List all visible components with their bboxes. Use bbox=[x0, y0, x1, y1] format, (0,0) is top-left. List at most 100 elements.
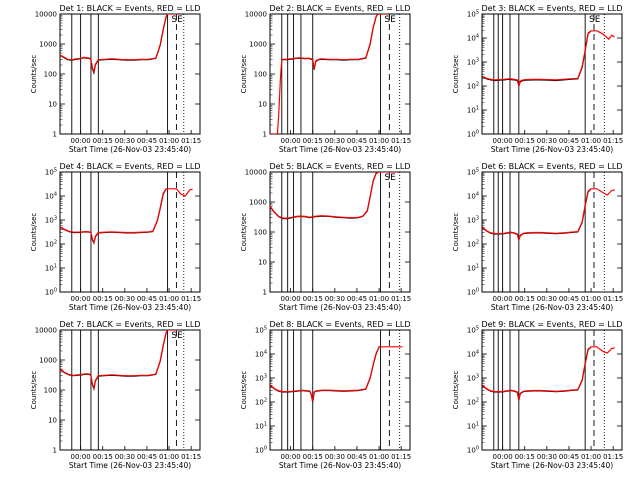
panel-title: Det 6: BLACK = Events, RED = LLD bbox=[482, 162, 623, 171]
x-tick-label: 01:15 bbox=[391, 295, 411, 303]
y-axis-label: Counts/sec bbox=[452, 55, 460, 94]
x-tick-label: 00:15 bbox=[303, 295, 323, 303]
lld-series-line bbox=[60, 330, 178, 391]
x-tick-label: 00:00 bbox=[281, 453, 301, 461]
x-tick-label: 00:00 bbox=[281, 295, 301, 303]
y-tick-label: 105 bbox=[467, 10, 479, 19]
x-tick-label: 01:00 bbox=[581, 453, 601, 461]
x-tick-label: 00:45 bbox=[137, 137, 157, 145]
x-tick-label: 00:15 bbox=[515, 453, 535, 461]
se-annotation: SE bbox=[384, 15, 396, 25]
x-tick-label: 01:15 bbox=[181, 453, 201, 461]
y-tick-label: 101 bbox=[255, 422, 267, 431]
y-tick-label: 10 bbox=[258, 259, 267, 267]
y-tick-label: 10000 bbox=[245, 11, 267, 19]
y-tick-label: 102 bbox=[467, 240, 479, 249]
y-tick-label: 1 bbox=[53, 447, 57, 455]
events-series-line bbox=[270, 346, 381, 403]
se-annotation: SE bbox=[171, 331, 183, 341]
x-tick-label: 00:45 bbox=[137, 295, 157, 303]
y-tick-label: 104 bbox=[467, 34, 479, 43]
x-axis-label: Start Time (26-Nov-03 23:45:40) bbox=[491, 303, 613, 312]
events-series-line bbox=[60, 330, 169, 392]
x-tick-label: 01:00 bbox=[581, 137, 601, 145]
x-tick-label: 00:45 bbox=[347, 453, 367, 461]
y-tick-label: 1000 bbox=[249, 199, 267, 207]
lld-series-line bbox=[482, 188, 615, 242]
x-tick-label: 01:15 bbox=[391, 137, 411, 145]
x-tick-label: 01:15 bbox=[603, 295, 623, 303]
y-tick-label: 10000 bbox=[245, 169, 267, 177]
x-tick-label: 01:15 bbox=[391, 453, 411, 461]
y-tick-label: 1000 bbox=[249, 41, 267, 49]
y-tick-label: 100 bbox=[254, 71, 267, 79]
x-axis-label: Start Time (26-Nov-03 23:45:40) bbox=[279, 303, 401, 312]
lld-series-line bbox=[60, 188, 193, 245]
y-tick-label: 104 bbox=[467, 350, 479, 359]
x-axis-label: Start Time (26-Nov-03 23:45:40) bbox=[69, 461, 191, 470]
detector-panel-4: Det 4: BLACK = Events, RED = LLD 100 101 10… bbox=[30, 162, 201, 312]
y-tick-label: 10000 bbox=[35, 327, 57, 335]
x-tick-label: 00:30 bbox=[537, 453, 557, 461]
x-tick-label: 01:00 bbox=[159, 453, 179, 461]
y-tick-label: 100 bbox=[467, 288, 479, 297]
x-tick-label: 00:15 bbox=[515, 137, 535, 145]
x-axis-label: Start Time (26-Nov-03 23:45:40) bbox=[491, 145, 613, 154]
y-axis-label: Counts/sec bbox=[240, 213, 248, 252]
events-series-line bbox=[270, 172, 380, 220]
lld-series-line bbox=[270, 172, 397, 219]
y-tick-label: 1000 bbox=[39, 357, 57, 365]
panel-title: Det 7: BLACK = Events, RED = LLD bbox=[60, 320, 201, 329]
lld-series-line bbox=[270, 14, 388, 134]
panel-title: Det 8: BLACK = Events, RED = LLD bbox=[270, 320, 411, 329]
x-tick-label: 00:15 bbox=[93, 137, 113, 145]
x-tick-label: 01:15 bbox=[603, 453, 623, 461]
y-tick-label: 102 bbox=[467, 398, 479, 407]
y-tick-label: 101 bbox=[45, 264, 57, 273]
x-tick-label: 00:00 bbox=[281, 137, 301, 145]
y-tick-label: 1000 bbox=[39, 41, 57, 49]
y-tick-label: 100 bbox=[44, 71, 57, 79]
x-tick-label: 00:00 bbox=[71, 295, 91, 303]
se-annotation: SE bbox=[384, 173, 396, 183]
y-tick-label: 100 bbox=[254, 229, 267, 237]
y-tick-label: 104 bbox=[467, 192, 479, 201]
detector-panel-1: Det 1: BLACK = Events, RED = LLD 1 10 100 10… bbox=[30, 4, 201, 154]
events-series-line bbox=[60, 188, 167, 245]
x-tick-label: 00:00 bbox=[493, 137, 513, 145]
panel-title: Det 5: BLACK = Events, RED = LLD bbox=[270, 162, 411, 171]
panel-title: Det 2: BLACK = Events, RED = LLD bbox=[270, 4, 411, 13]
y-axis-label: Counts/sec bbox=[30, 371, 38, 410]
x-tick-label: 01:00 bbox=[369, 137, 389, 145]
lld-series-line bbox=[60, 14, 178, 74]
x-tick-label: 01:15 bbox=[603, 137, 623, 145]
y-tick-label: 101 bbox=[467, 422, 479, 431]
y-tick-label: 102 bbox=[45, 240, 57, 249]
x-tick-label: 00:45 bbox=[559, 137, 579, 145]
x-tick-label: 01:00 bbox=[581, 295, 601, 303]
y-tick-label: 102 bbox=[467, 82, 479, 91]
y-tick-label: 1 bbox=[53, 131, 57, 139]
x-tick-label: 00:15 bbox=[93, 453, 113, 461]
lld-series-line bbox=[482, 346, 615, 400]
panel-title: Det 4: BLACK = Events, RED = LLD bbox=[60, 162, 201, 171]
y-axis-label: Counts/sec bbox=[30, 55, 38, 94]
x-tick-label: 00:30 bbox=[537, 295, 557, 303]
plot-frame bbox=[269, 329, 411, 451]
panel-title: Det 3: BLACK = Events, RED = LLD bbox=[482, 4, 623, 13]
y-tick-label: 101 bbox=[467, 106, 479, 115]
x-axis-label: Start Time (26-Nov-03 23:45:40) bbox=[69, 303, 191, 312]
plot-frame bbox=[481, 13, 623, 135]
x-tick-label: 01:00 bbox=[159, 137, 179, 145]
x-tick-label: 00:45 bbox=[137, 453, 157, 461]
x-tick-label: 00:30 bbox=[325, 137, 345, 145]
y-tick-label: 103 bbox=[467, 374, 479, 383]
y-tick-label: 10000 bbox=[35, 11, 57, 19]
x-tick-label: 00:30 bbox=[325, 453, 345, 461]
y-tick-label: 105 bbox=[45, 168, 57, 177]
x-tick-label: 00:15 bbox=[515, 295, 535, 303]
detector-panel-2: Det 2: BLACK = Events, RED = LLD 1 10 100 10… bbox=[240, 4, 411, 154]
y-tick-label: 103 bbox=[255, 374, 267, 383]
panel-title: Det 9: BLACK = Events, RED = LLD bbox=[482, 320, 623, 329]
